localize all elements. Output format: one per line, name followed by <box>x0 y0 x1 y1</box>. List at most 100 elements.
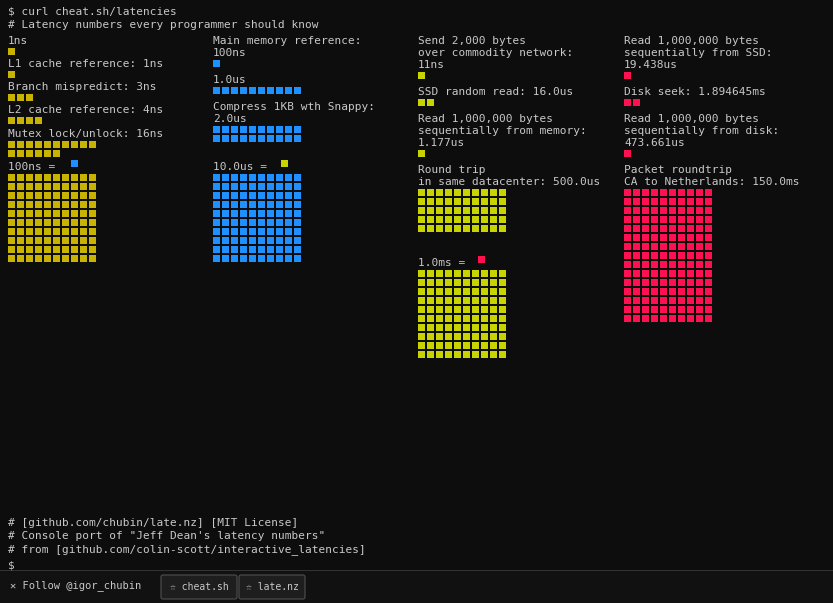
FancyBboxPatch shape <box>161 575 237 599</box>
Text: Read 1,000,000 bytes: Read 1,000,000 bytes <box>624 36 759 46</box>
Bar <box>445 342 452 349</box>
Bar <box>294 174 301 181</box>
Bar <box>436 342 443 349</box>
Text: 473.661us: 473.661us <box>624 138 685 148</box>
Bar <box>418 315 425 322</box>
Bar <box>669 234 676 241</box>
Bar <box>463 324 470 331</box>
Bar <box>26 183 33 190</box>
Bar <box>705 216 712 223</box>
Bar <box>276 201 283 208</box>
Bar <box>240 246 247 253</box>
Bar <box>624 198 631 205</box>
Bar <box>26 255 33 262</box>
Bar <box>705 270 712 277</box>
Bar <box>633 315 640 322</box>
Bar <box>678 252 685 259</box>
Bar <box>445 189 452 196</box>
Bar <box>696 288 703 295</box>
Text: ☆ late.nz: ☆ late.nz <box>246 582 298 592</box>
Bar <box>436 315 443 322</box>
Bar <box>669 225 676 232</box>
Bar <box>445 315 452 322</box>
Text: L1 cache reference: 1ns: L1 cache reference: 1ns <box>8 59 163 69</box>
Bar <box>705 234 712 241</box>
Bar <box>472 306 479 313</box>
Bar <box>445 270 452 277</box>
Bar <box>660 306 667 313</box>
Bar <box>490 225 497 232</box>
Bar <box>624 252 631 259</box>
Bar <box>294 228 301 235</box>
Bar <box>418 333 425 340</box>
Bar <box>418 216 425 223</box>
Bar <box>276 192 283 199</box>
Bar <box>35 228 42 235</box>
Bar <box>294 183 301 190</box>
Bar <box>678 234 685 241</box>
Bar <box>8 255 15 262</box>
Bar <box>478 256 485 263</box>
Bar <box>26 219 33 226</box>
Bar <box>454 216 461 223</box>
Bar <box>687 279 694 286</box>
Bar <box>44 210 51 217</box>
Bar <box>499 351 506 358</box>
Bar <box>651 198 658 205</box>
Bar <box>454 207 461 214</box>
Bar <box>696 225 703 232</box>
Bar <box>454 297 461 304</box>
Bar <box>213 183 220 190</box>
Bar <box>490 288 497 295</box>
Bar <box>624 315 631 322</box>
Bar <box>294 219 301 226</box>
Bar <box>80 192 87 199</box>
Bar <box>472 351 479 358</box>
Bar <box>696 216 703 223</box>
Bar <box>436 324 443 331</box>
Bar <box>231 255 238 262</box>
Bar <box>454 351 461 358</box>
Bar <box>71 174 78 181</box>
Text: Compress 1KB wth Snappy:: Compress 1KB wth Snappy: <box>213 102 375 112</box>
Bar <box>35 192 42 199</box>
Bar <box>705 225 712 232</box>
Bar <box>17 210 24 217</box>
Bar <box>696 297 703 304</box>
Bar <box>276 126 283 133</box>
Bar <box>669 189 676 196</box>
Text: # Latency numbers every programmer should know: # Latency numbers every programmer shoul… <box>8 20 318 30</box>
Bar <box>35 237 42 244</box>
Bar <box>454 189 461 196</box>
Bar <box>222 174 229 181</box>
Bar <box>669 279 676 286</box>
Bar <box>678 198 685 205</box>
Bar <box>427 342 434 349</box>
Bar <box>651 261 658 268</box>
Bar <box>8 117 15 124</box>
Text: $: $ <box>8 561 15 571</box>
Bar <box>26 237 33 244</box>
Bar <box>427 288 434 295</box>
Bar <box>249 174 256 181</box>
Bar <box>80 255 87 262</box>
Bar <box>427 207 434 214</box>
Bar <box>660 225 667 232</box>
Bar <box>642 270 649 277</box>
Bar <box>62 255 69 262</box>
Bar <box>472 315 479 322</box>
Text: Branch mispredict: 3ns: Branch mispredict: 3ns <box>8 82 157 92</box>
Bar <box>436 351 443 358</box>
Bar <box>472 189 479 196</box>
Bar <box>294 135 301 142</box>
Bar <box>633 243 640 250</box>
Bar <box>481 315 488 322</box>
Bar <box>669 243 676 250</box>
Bar <box>705 189 712 196</box>
Bar <box>258 135 265 142</box>
Bar <box>472 342 479 349</box>
Bar <box>17 246 24 253</box>
Bar <box>294 210 301 217</box>
Bar <box>472 279 479 286</box>
Bar <box>8 192 15 199</box>
